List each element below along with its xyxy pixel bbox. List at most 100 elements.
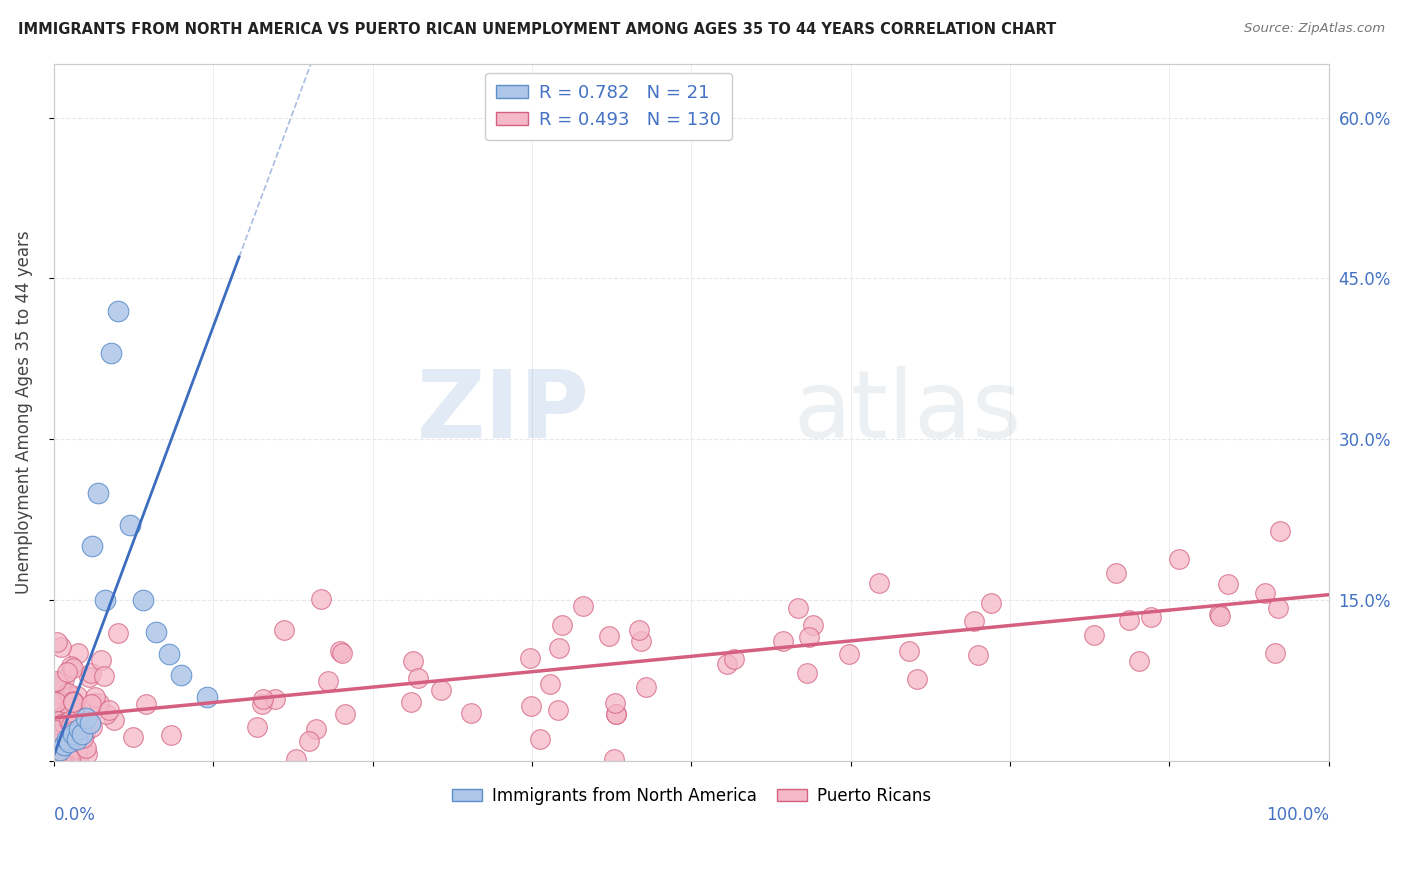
Legend: Immigrants from North America, Puerto Ricans: Immigrants from North America, Puerto Ri… — [446, 780, 938, 812]
Puerto Ricans — [45, 705, 67, 719]
Puerto Ricans — [63, 706, 86, 721]
Puerto Ricans — [967, 648, 990, 663]
Puerto Ricans — [90, 653, 112, 667]
Text: ZIP: ZIP — [416, 367, 589, 458]
Puerto Ricans — [53, 702, 76, 716]
Puerto Ricans — [838, 647, 860, 661]
Puerto Ricans — [634, 680, 657, 694]
Puerto Ricans — [55, 733, 77, 747]
Immigrants from North America — [53, 738, 76, 752]
Puerto Ricans — [56, 688, 79, 702]
Puerto Ricans — [46, 744, 69, 758]
Immigrants from North America — [79, 716, 101, 731]
Puerto Ricans — [603, 696, 626, 710]
Immigrants from North America — [195, 690, 218, 704]
Puerto Ricans — [62, 699, 84, 714]
Puerto Ricans — [45, 723, 67, 738]
Puerto Ricans — [60, 718, 83, 732]
Puerto Ricans — [329, 644, 352, 658]
Puerto Ricans — [55, 723, 77, 737]
Immigrants from North America — [107, 303, 129, 318]
Puerto Ricans — [80, 720, 103, 734]
Puerto Ricans — [796, 666, 818, 681]
Puerto Ricans — [46, 691, 69, 706]
Puerto Ricans — [430, 683, 453, 698]
Puerto Ricans — [67, 742, 90, 756]
Puerto Ricans — [250, 697, 273, 711]
Puerto Ricans — [67, 646, 90, 660]
Puerto Ricans — [799, 631, 821, 645]
Puerto Ricans — [77, 670, 100, 684]
Puerto Ricans — [627, 624, 650, 638]
Puerto Ricans — [520, 698, 543, 713]
Immigrants from North America — [132, 593, 155, 607]
Puerto Ricans — [66, 752, 89, 766]
Puerto Ricans — [548, 640, 571, 655]
Puerto Ricans — [716, 657, 738, 672]
Puerto Ricans — [59, 730, 82, 744]
Puerto Ricans — [122, 730, 145, 744]
Puerto Ricans — [1268, 524, 1291, 538]
Puerto Ricans — [58, 714, 80, 728]
Immigrants from North America — [94, 593, 117, 607]
Immigrants from North America — [157, 647, 180, 661]
Puerto Ricans — [135, 697, 157, 711]
Puerto Ricans — [84, 690, 107, 705]
Puerto Ricans — [49, 699, 72, 714]
Puerto Ricans — [1264, 646, 1286, 660]
Text: 0.0%: 0.0% — [53, 806, 96, 824]
Puerto Ricans — [52, 672, 75, 686]
Puerto Ricans — [83, 696, 105, 710]
Puerto Ricans — [406, 671, 429, 685]
Puerto Ricans — [868, 575, 890, 590]
Immigrants from North America — [87, 486, 110, 500]
Puerto Ricans — [551, 618, 574, 632]
Puerto Ricans — [787, 601, 810, 615]
Puerto Ricans — [905, 672, 928, 686]
Puerto Ricans — [538, 676, 561, 690]
Immigrants from North America — [75, 711, 97, 725]
Puerto Ricans — [58, 686, 80, 700]
Puerto Ricans — [603, 752, 626, 766]
Puerto Ricans — [45, 744, 67, 758]
Puerto Ricans — [46, 634, 69, 648]
Puerto Ricans — [572, 599, 595, 614]
Puerto Ricans — [273, 623, 295, 637]
Y-axis label: Unemployment Among Ages 35 to 44 years: Unemployment Among Ages 35 to 44 years — [15, 231, 32, 594]
Puerto Ricans — [59, 700, 82, 714]
Puerto Ricans — [246, 720, 269, 734]
Puerto Ricans — [1167, 552, 1189, 566]
Puerto Ricans — [62, 695, 84, 709]
Puerto Ricans — [76, 747, 98, 761]
Puerto Ricans — [103, 713, 125, 727]
Puerto Ricans — [79, 665, 101, 680]
Puerto Ricans — [547, 703, 569, 717]
Puerto Ricans — [160, 727, 183, 741]
Puerto Ricans — [45, 695, 67, 709]
Puerto Ricans — [79, 697, 101, 711]
Puerto Ricans — [75, 741, 97, 756]
Puerto Ricans — [45, 716, 67, 731]
Puerto Ricans — [45, 704, 67, 718]
Text: 100.0%: 100.0% — [1265, 806, 1329, 824]
Puerto Ricans — [59, 752, 82, 766]
Immigrants from North America — [67, 722, 90, 736]
Puerto Ricans — [1139, 609, 1161, 624]
Immigrants from North America — [145, 625, 167, 640]
Puerto Ricans — [630, 633, 652, 648]
Puerto Ricans — [305, 722, 328, 736]
Puerto Ricans — [62, 660, 84, 674]
Puerto Ricans — [1218, 577, 1240, 591]
Puerto Ricans — [49, 640, 72, 655]
Puerto Ricans — [1128, 654, 1150, 668]
Puerto Ricans — [264, 691, 287, 706]
Puerto Ricans — [316, 674, 339, 689]
Puerto Ricans — [1254, 586, 1277, 600]
Puerto Ricans — [45, 674, 67, 689]
Puerto Ricans — [107, 626, 129, 640]
Puerto Ricans — [1083, 628, 1105, 642]
Puerto Ricans — [55, 665, 77, 679]
Puerto Ricans — [48, 694, 70, 708]
Puerto Ricans — [1208, 607, 1230, 622]
Puerto Ricans — [89, 696, 111, 710]
